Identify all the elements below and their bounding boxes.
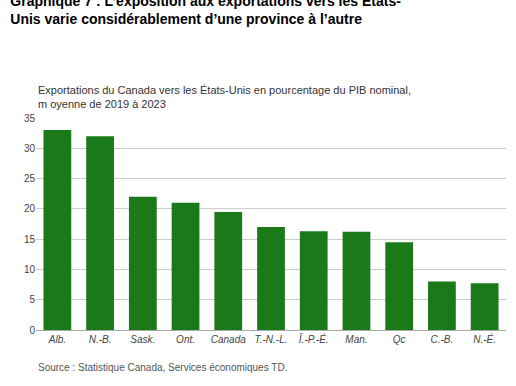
- svg-text:30: 30: [24, 143, 36, 154]
- svg-text:N.-É.: N.-É.: [473, 333, 496, 345]
- svg-text:20: 20: [24, 203, 36, 214]
- svg-text:Sask.: Sask.: [130, 334, 155, 345]
- svg-text:Man.: Man.: [345, 334, 367, 345]
- svg-text:Source : Statistique Canada, S: Source : Statistique Canada, Services éc…: [38, 362, 287, 373]
- svg-text:15: 15: [24, 234, 36, 245]
- svg-text:C.-B.: C.-B.: [431, 334, 454, 345]
- svg-text:0: 0: [29, 325, 35, 336]
- svg-text:5: 5: [29, 294, 35, 305]
- svg-text:T.-N.-L.: T.-N.-L.: [255, 334, 288, 345]
- svg-text:Graphique 7 : L’exposition aux: Graphique 7 : L’exposition aux exportati…: [10, 0, 401, 27]
- svg-text:Canada: Canada: [211, 334, 246, 345]
- svg-text:Î.-P.-É.: Î.-P.-É.: [299, 333, 329, 345]
- svg-text:35: 35: [24, 113, 36, 124]
- svg-text:N.-B.: N.-B.: [89, 334, 112, 345]
- svg-text:Alb.: Alb.: [48, 334, 66, 345]
- svg-text:Ont.: Ont.: [176, 334, 195, 345]
- svg-text:Qc: Qc: [393, 334, 406, 345]
- svg-text:Exportations du Canada vers le: Exportations du Canada vers les États-Un…: [38, 84, 411, 110]
- svg-text:25: 25: [24, 173, 36, 184]
- svg-text:10: 10: [24, 264, 36, 275]
